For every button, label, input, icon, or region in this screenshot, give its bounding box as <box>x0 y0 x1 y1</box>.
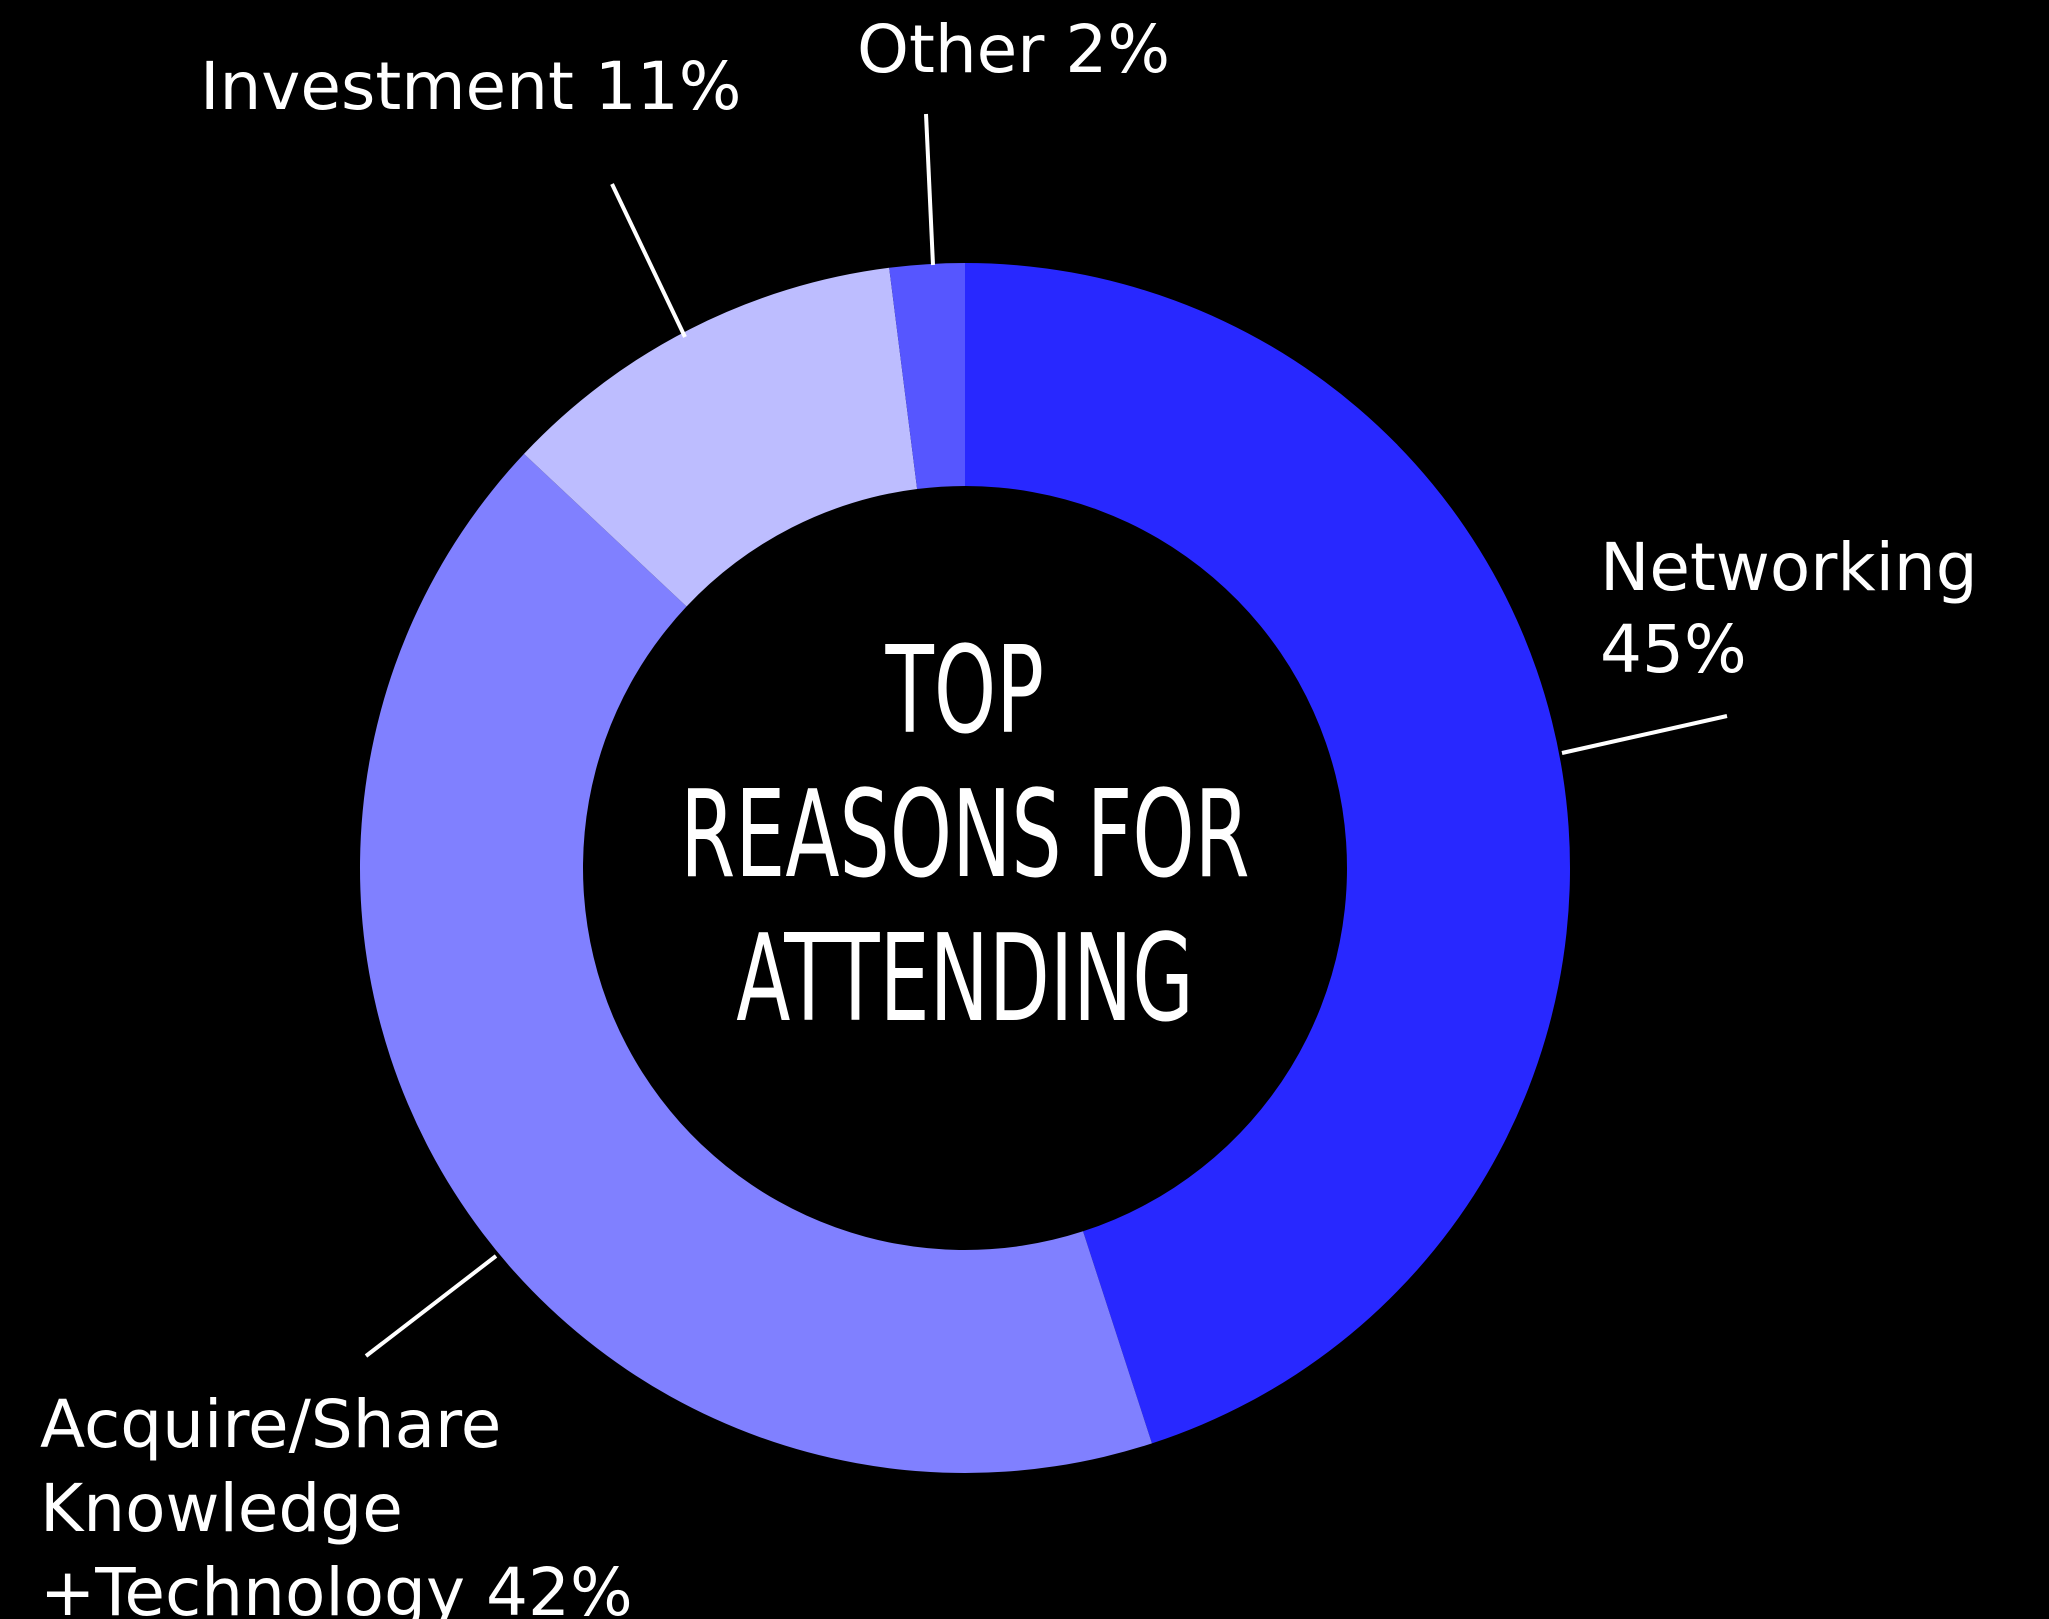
slice-label-networking: Networking 45% <box>1600 529 1978 688</box>
leader-line-acquire-share-knowledge <box>364 1254 498 1358</box>
slice-labels: Networking 45% Acquire/Share Knowledge +Tech… <box>40 11 1978 1619</box>
slice-label-investment: Investment 11% <box>200 48 742 125</box>
slice-label-line: Other 2% <box>857 11 1170 88</box>
slice-networking <box>965 263 1570 1444</box>
center-title-line: REASONS FOR <box>680 765 1249 904</box>
slice-label-line: Acquire/Share <box>40 1386 501 1463</box>
donut-slices <box>360 263 1570 1474</box>
leader-line-networking <box>1561 714 1728 755</box>
slice-label-other: Other 2% <box>857 11 1170 88</box>
slice-other <box>889 263 965 490</box>
slice-label-line: Investment 11% <box>200 48 742 125</box>
center-title-line: TOP <box>885 621 1044 760</box>
center-title-line: ATTENDING <box>736 909 1194 1048</box>
leader-lines <box>364 113 1728 1358</box>
leader-line-other <box>924 113 935 266</box>
slice-label-line: +Technology 42% <box>40 1554 633 1619</box>
slice-acquire-share-knowledge <box>360 453 1152 1474</box>
slice-label-line: 45% <box>1600 611 1747 688</box>
slice-label-line: Knowledge <box>40 1470 403 1547</box>
slice-label-acquire-share-knowledge: Acquire/Share Knowledge +Technology 42% <box>40 1386 633 1619</box>
slice-investment <box>523 267 918 607</box>
slice-label-line: Networking <box>1600 529 1978 606</box>
leader-line-investment <box>610 183 687 338</box>
